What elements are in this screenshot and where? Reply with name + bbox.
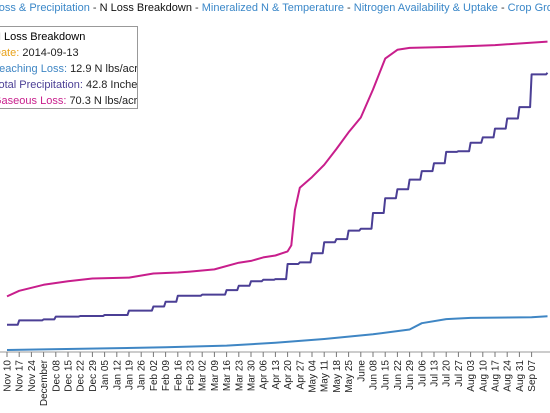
x-tick-label: Dec 29 xyxy=(88,360,99,392)
x-tick-label: Mar 02 xyxy=(198,360,209,392)
tab-crop-growth-nitrogen[interactable]: Crop Growth & Nitrogen xyxy=(507,2,550,14)
tab-separator: - xyxy=(191,2,202,14)
x-tick-label: Apr 20 xyxy=(283,360,294,390)
x-tick-label: Mar 16 xyxy=(222,360,233,392)
x-tick-label: Dec 15 xyxy=(64,360,75,392)
chart-tooltip: N Loss Breakdown Date: 2014-09-13 Leachi… xyxy=(0,26,138,109)
x-tick-label: Jun 08 xyxy=(369,360,380,390)
tab-separator: - xyxy=(344,2,354,14)
series-line-leaching-loss xyxy=(6,315,548,351)
x-tick-label: Dec 22 xyxy=(76,360,87,392)
tooltip-gaseous-value: 70.3 N lbs/acre xyxy=(69,95,138,107)
tooltip-gaseous-label: Gaseous Loss: xyxy=(0,95,67,107)
tab-n-loss-breakdown[interactable]: N Loss Breakdown xyxy=(99,2,192,14)
x-tick-label: Jun 15 xyxy=(381,360,392,390)
x-tick-label: Nov 10 xyxy=(3,360,14,392)
x-tick-label: Jan 19 xyxy=(125,360,136,390)
x-tick-label: Aug 17 xyxy=(491,360,502,392)
x-tick-label: Mar 30 xyxy=(247,360,258,392)
x-tick-label: Jul 20 xyxy=(442,360,453,387)
x-tick-label: Jan 12 xyxy=(112,360,123,390)
tab-separator: - xyxy=(497,2,508,14)
x-tick-label: Apr 13 xyxy=(271,360,282,390)
x-tick-label: Jan 26 xyxy=(137,360,148,390)
tooltip-precip-value: 42.8 Inches xyxy=(85,79,138,91)
series-line-gaseous-loss xyxy=(6,40,548,298)
x-tick-label: Jul 06 xyxy=(417,360,428,387)
x-tick-label: May 04 xyxy=(308,360,319,393)
x-tick-label: Aug 03 xyxy=(466,360,477,392)
x-tick-label: Jun 22 xyxy=(393,360,404,390)
x-tick-label: Feb 23 xyxy=(186,360,197,392)
x-tick-label: Jul 13 xyxy=(430,360,441,387)
x-tick-label: Aug 24 xyxy=(503,360,514,392)
x-tick-label: May 11 xyxy=(320,360,331,392)
tab-mineralized-n-temperature[interactable]: Mineralized N & Temperature xyxy=(201,2,344,14)
x-tick-label: Nov 24 xyxy=(27,360,38,392)
tooltip-date-value: 2014-09-13 xyxy=(22,47,79,59)
x-tick-label: Jun 29 xyxy=(405,360,416,390)
x-tick-label: Mar 09 xyxy=(210,360,221,392)
x-tick-label: Dec 08 xyxy=(51,360,62,392)
series-line-total-precipitation xyxy=(7,72,549,326)
tab-nitrogen-availability-uptake[interactable]: Nitrogen Availability & Uptake xyxy=(353,2,498,14)
x-tick-label: Feb 16 xyxy=(173,360,184,392)
x-tick-label: Apr 27 xyxy=(295,360,306,390)
tooltip-leaching-value: 12.9 N lbs/acre xyxy=(70,63,138,75)
x-tick-label: Mar 23 xyxy=(234,360,245,392)
chart-tab-bar: Nitrogen Loss & Precipitation - N Loss B… xyxy=(0,2,550,18)
tab-separator: - xyxy=(89,2,100,14)
x-tick-label: Aug 31 xyxy=(515,360,526,392)
x-tick-label: May 18 xyxy=(332,360,343,393)
x-tick-label: Aug 10 xyxy=(478,360,489,392)
x-tick-label: Jan 05 xyxy=(100,360,111,390)
x-tick-label: Sep 07 xyxy=(527,360,538,392)
tooltip-date-label: Date: xyxy=(0,47,20,59)
x-tick-label: Feb 09 xyxy=(161,360,172,392)
tooltip-title: N Loss Breakdown xyxy=(0,31,86,43)
x-tick-label: Jul 27 xyxy=(454,360,465,387)
x-tick-label: Feb 02 xyxy=(149,360,160,392)
tooltip-leaching-label: Leaching Loss: xyxy=(0,63,67,75)
tab-nitrogen-loss-precipitation[interactable]: Nitrogen Loss & Precipitation xyxy=(0,2,90,14)
x-tick-label: May 25 xyxy=(344,360,355,393)
x-tick-label: June xyxy=(356,360,367,382)
tooltip-precip-label: Total Precipitation: xyxy=(0,79,83,91)
x-tick-label: Nov 17 xyxy=(15,360,26,392)
x-tick-label: Apr 06 xyxy=(259,360,270,390)
x-tick-label: December xyxy=(39,359,50,406)
